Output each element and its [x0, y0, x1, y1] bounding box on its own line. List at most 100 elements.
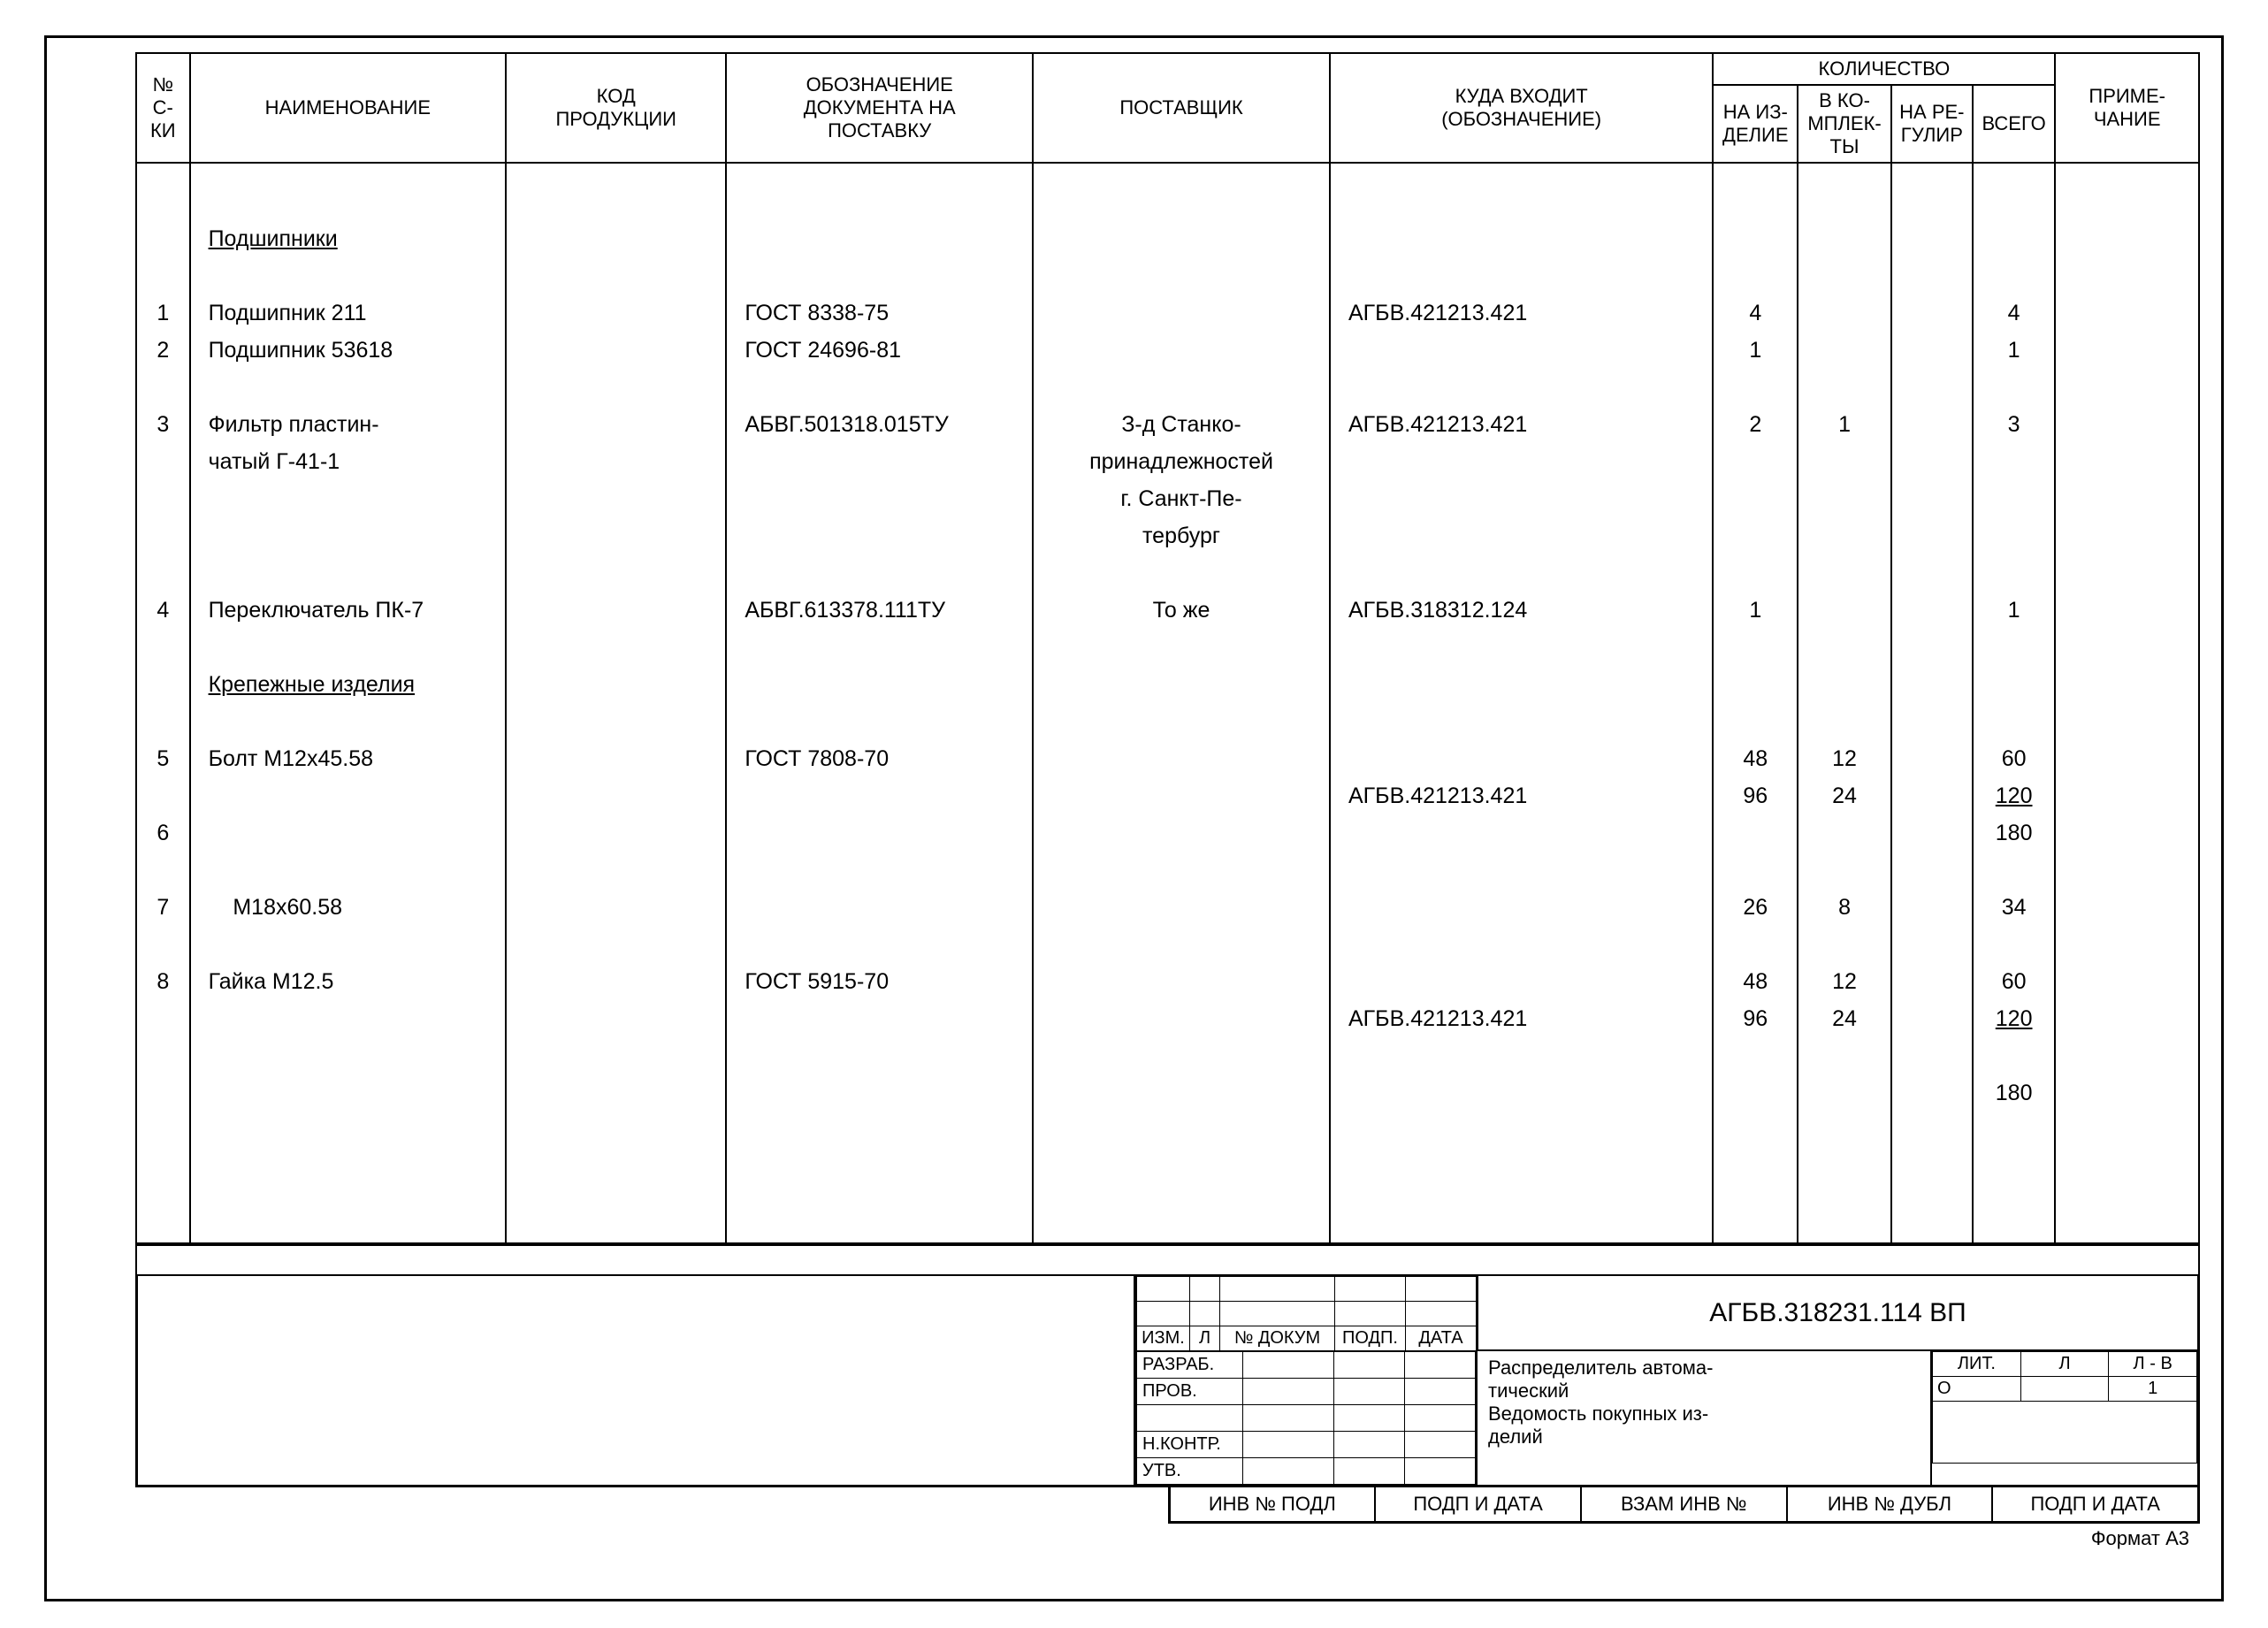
table-row [524, 777, 707, 814]
table-row [524, 889, 707, 926]
spacer [1910, 1149, 1954, 1186]
spacer [1051, 369, 1311, 406]
bs-inv-podl: ИНВ № ПОДЛ [1171, 1487, 1377, 1521]
spacer [1348, 183, 1694, 220]
spacer [1910, 257, 1954, 294]
table-row [2073, 814, 2180, 852]
table-row: 4 [1731, 294, 1779, 332]
spacer [1991, 554, 2037, 592]
hdr-dest: КУДА ВХОДИТ (ОБОЗНАЧЕНИЕ) [1330, 53, 1713, 163]
sig-prov: ПРОВ. [1137, 1379, 1243, 1405]
spacer [1991, 852, 2037, 889]
spacer [524, 852, 707, 889]
hdr-code: КОД ПРОДУКЦИИ [506, 53, 726, 163]
table-row [524, 517, 707, 554]
spacer [1991, 1037, 2037, 1074]
spacer [1051, 183, 1311, 220]
bom-body: 12345678 ПодшипникиПодшипник 211Подшипни… [136, 163, 2199, 1243]
spacer [1348, 1149, 1694, 1186]
spacer [745, 1149, 1014, 1186]
hdr-qty-prod: НА ИЗ- ДЕЛИЕ [1713, 85, 1798, 163]
spacer [209, 852, 488, 889]
spacer [524, 369, 707, 406]
table-row [1731, 480, 1779, 517]
hdr-name: НАИМЕНОВАНИЕ [190, 53, 507, 163]
table-row [1910, 406, 1954, 443]
table-row: 24 [1816, 777, 1873, 814]
table-row: АГБВ.318312.124 [1348, 592, 1694, 629]
table-row [155, 1074, 172, 1112]
spacer [1348, 1037, 1694, 1074]
section-heading [1991, 220, 2037, 257]
spacer [1731, 1037, 1779, 1074]
table-row: 1 [1731, 332, 1779, 369]
spacer [1731, 1112, 1779, 1149]
spacer [1991, 629, 2037, 666]
spacer [155, 852, 172, 889]
table-row: 3 [1991, 406, 2037, 443]
lit-label: ЛИТ. [1933, 1352, 2021, 1377]
section-heading [155, 666, 172, 703]
spacer [745, 1112, 1014, 1149]
table-row [155, 480, 172, 517]
section-heading [524, 220, 707, 257]
spacer [745, 852, 1014, 889]
table-row: 120 [1991, 777, 2037, 814]
table-row [1910, 814, 1954, 852]
table-row: Гайка М12.5 [209, 963, 488, 1000]
spacer [209, 629, 488, 666]
rev-hdr-l: Л [1190, 1326, 1220, 1351]
spacer [524, 1037, 707, 1074]
spacer [1816, 1149, 1873, 1186]
spacer [524, 554, 707, 592]
table-row [209, 777, 488, 814]
rev-hdr-podp: ПОДП. [1335, 1326, 1406, 1351]
hdr-no: № С- КИ [136, 53, 190, 163]
spacer [1816, 852, 1873, 889]
spacer [209, 554, 488, 592]
spacer [745, 183, 1014, 220]
table-row: То же [1051, 592, 1311, 629]
spacer [1816, 1186, 1873, 1223]
table-row [1348, 889, 1694, 926]
spacer [1991, 183, 2037, 220]
table-row: АБВГ.501318.015ТУ [745, 406, 1014, 443]
hdr-note: ПРИМЕ- ЧАНИЕ [2055, 53, 2199, 163]
table-row: Переключатель ПК-7 [209, 592, 488, 629]
spacer [1731, 629, 1779, 666]
table-row: 4 [1991, 294, 2037, 332]
table-row [745, 889, 1014, 926]
spacer [1348, 1186, 1694, 1223]
table-row: ГОСТ 5915-70 [745, 963, 1014, 1000]
spacer [1910, 703, 1954, 740]
table-row [524, 814, 707, 852]
spacer [1348, 703, 1694, 740]
spacer [2073, 1037, 2180, 1074]
doc-title-3: Ведомость покупных из- [1488, 1403, 1920, 1425]
section-heading [1816, 220, 1873, 257]
section-heading [1051, 220, 1311, 257]
lit-val: О [1933, 1377, 2021, 1402]
spacer [1051, 1186, 1311, 1223]
table-row: 1 [155, 294, 172, 332]
table-row [1991, 517, 2037, 554]
table-row: 4 [155, 592, 172, 629]
bs-inv-dubl: ИНВ № ДУБЛ [1788, 1487, 1994, 1521]
table-row: 96 [1731, 777, 1779, 814]
spacer [1731, 554, 1779, 592]
table-row [2073, 777, 2180, 814]
spacer [155, 703, 172, 740]
table-row: З-д Станко- [1051, 406, 1311, 443]
section-heading [1910, 666, 1954, 703]
table-row [1348, 480, 1694, 517]
table-row [1731, 517, 1779, 554]
table-row [1816, 332, 1873, 369]
table-row [2073, 443, 2180, 480]
table-row: 60 [1991, 963, 2037, 1000]
table-row [524, 1000, 707, 1037]
table-row: 1 [1991, 592, 2037, 629]
spacer [1731, 369, 1779, 406]
table-row [209, 1000, 488, 1037]
table-row [209, 1074, 488, 1112]
spacer [1910, 554, 1954, 592]
